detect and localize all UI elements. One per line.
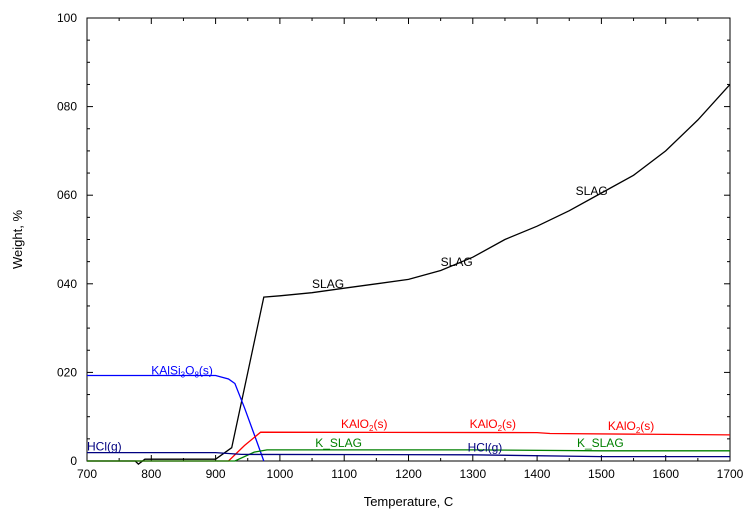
x-tick-label: 1100 bbox=[331, 467, 357, 481]
series-label-k_slag: K_SLAG bbox=[577, 436, 624, 450]
series-line-k_slag bbox=[87, 449, 730, 462]
y-tick-label: 080 bbox=[57, 100, 77, 114]
series-label-hcl: HCl(g) bbox=[468, 440, 503, 454]
series-label-slag: SLAG bbox=[312, 277, 344, 291]
series-line-kalo2 bbox=[87, 431, 731, 462]
series-group bbox=[87, 83, 731, 465]
y-tick-label: 060 bbox=[57, 188, 77, 202]
y-tick-label: 100 bbox=[57, 11, 77, 25]
plot-frame bbox=[86, 17, 731, 462]
series-line-kalsi3o8 bbox=[87, 374, 265, 462]
x-tick-label: 1200 bbox=[395, 467, 422, 481]
x-tick-label: 1000 bbox=[267, 467, 294, 481]
x-tick-label: 1300 bbox=[459, 467, 486, 481]
y-axis-title: Weight, % bbox=[10, 210, 25, 269]
series-label-k_slag: K_SLAG bbox=[315, 436, 362, 450]
series-label-hcl: HCl(g) bbox=[87, 439, 122, 453]
series-line-slag bbox=[87, 83, 731, 465]
x-axis-title: Temperature, C bbox=[364, 494, 454, 509]
series-label-slag: SLAG bbox=[441, 255, 473, 269]
x-tick-label: 1600 bbox=[652, 467, 679, 481]
x-tick-label: 700 bbox=[77, 467, 97, 481]
x-tick-label: 1700 bbox=[717, 467, 744, 481]
series-label-kalo2: KAlO2(s) bbox=[608, 419, 654, 435]
series-label-kalo2: KAlO2(s) bbox=[470, 417, 516, 433]
series-label-kalsi3o8: KAlSi3O8(s) bbox=[151, 364, 213, 380]
series-line-hcl bbox=[87, 451, 730, 458]
series-label-kalo2: KAlO2(s) bbox=[341, 417, 387, 433]
x-tick-label: 1500 bbox=[588, 467, 615, 481]
y-tick-label: 0 bbox=[70, 454, 77, 468]
series-label-slag: SLAG bbox=[576, 184, 608, 198]
axis-ticks: 700 800 900 1000 1100 1200 1300 1400 1500 1600 170… bbox=[57, 11, 744, 481]
x-tick-label: 800 bbox=[141, 467, 161, 481]
y-tick-label: 040 bbox=[57, 277, 77, 291]
y-tick-label: 020 bbox=[57, 365, 77, 379]
x-tick-label: 900 bbox=[206, 467, 226, 481]
x-tick-label: 1400 bbox=[524, 467, 551, 481]
